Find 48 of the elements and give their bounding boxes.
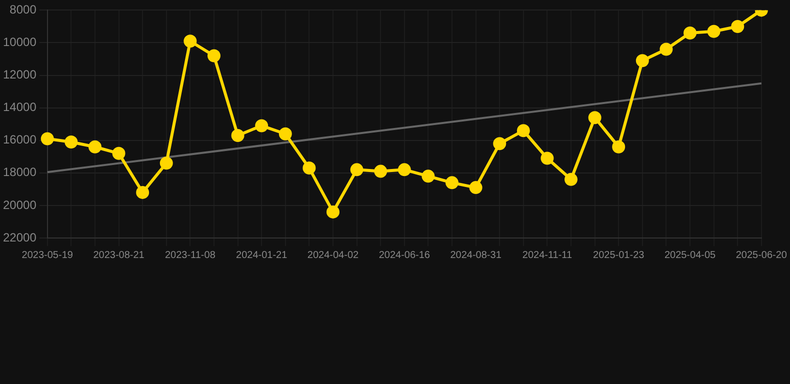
point xyxy=(207,49,220,62)
point xyxy=(516,124,530,138)
point xyxy=(707,24,720,38)
x-tick-label: 2024-08-31 xyxy=(450,250,502,261)
x-tick-label: 2023-08-21 xyxy=(93,250,145,261)
point xyxy=(374,164,388,178)
point xyxy=(112,146,126,160)
x-tick-label: 2024-01-21 xyxy=(236,250,288,261)
y-tick-label: 12000 xyxy=(2,68,37,82)
y-tick-label: 16000 xyxy=(2,132,37,147)
point xyxy=(422,170,435,183)
x-tick-label: 2024-04-02 xyxy=(307,250,360,261)
point xyxy=(184,34,197,48)
point xyxy=(278,127,292,140)
point xyxy=(612,140,626,154)
point xyxy=(88,140,102,154)
point xyxy=(493,137,506,150)
y-tick-label: 8000 xyxy=(10,2,37,17)
point xyxy=(564,172,578,186)
point xyxy=(636,54,649,68)
point xyxy=(398,163,411,176)
y-tick-label: 10000 xyxy=(2,35,37,50)
point xyxy=(350,163,364,176)
y-tick-label: 14000 xyxy=(2,100,37,114)
point xyxy=(469,181,482,194)
x-tick-label: 2024-06-16 xyxy=(378,250,430,261)
point xyxy=(731,20,744,33)
x-tick-label: 2023-11-08 xyxy=(164,250,216,261)
x-tick-label: 2025-06-20 xyxy=(736,250,788,261)
point xyxy=(446,176,458,190)
point xyxy=(255,119,268,132)
x-tick-label: 2025-04-05 xyxy=(664,250,716,261)
point xyxy=(64,136,78,148)
point xyxy=(302,162,316,175)
y-tick-label: 22000 xyxy=(2,230,37,244)
point xyxy=(160,156,173,170)
x-tick-label: 2024-11-11 xyxy=(522,250,572,261)
x-tick-label: 2023-05-19 xyxy=(22,250,74,261)
point xyxy=(231,128,244,142)
point xyxy=(588,111,602,124)
point xyxy=(660,42,673,56)
point xyxy=(684,26,697,40)
point xyxy=(136,186,150,199)
point xyxy=(540,152,554,165)
y-tick-label: 20000 xyxy=(2,198,37,212)
point xyxy=(326,205,340,218)
x-tick-label: 2025-01-23 xyxy=(593,250,645,261)
y-tick-label: 18000 xyxy=(2,165,37,180)
